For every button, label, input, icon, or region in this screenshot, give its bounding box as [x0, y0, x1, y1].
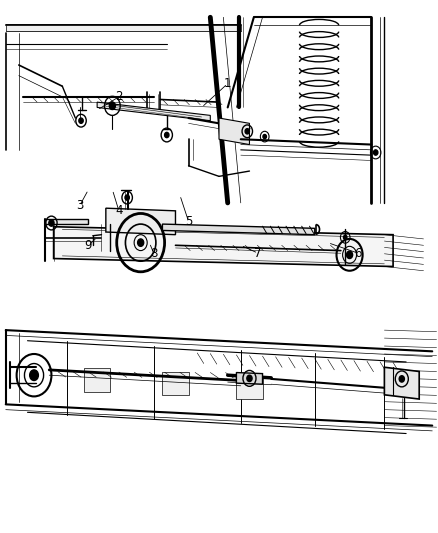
Circle shape [79, 118, 83, 123]
Polygon shape [237, 373, 262, 384]
Polygon shape [219, 118, 250, 144]
Text: 7: 7 [254, 247, 262, 260]
Text: 8: 8 [150, 247, 157, 260]
Text: 9: 9 [85, 239, 92, 252]
Polygon shape [162, 224, 315, 235]
Circle shape [399, 376, 404, 382]
Polygon shape [162, 372, 188, 395]
Polygon shape [53, 227, 393, 266]
Text: 6: 6 [354, 247, 362, 260]
Text: 3: 3 [76, 199, 83, 212]
Circle shape [374, 150, 378, 155]
Polygon shape [97, 102, 210, 120]
Circle shape [263, 134, 266, 139]
Circle shape [110, 102, 116, 110]
Circle shape [343, 235, 347, 239]
Text: 4: 4 [115, 204, 123, 217]
Text: 1: 1 [224, 77, 231, 90]
Polygon shape [237, 376, 262, 399]
Polygon shape [45, 219, 88, 224]
Text: 2: 2 [115, 90, 123, 103]
Circle shape [165, 132, 169, 138]
Circle shape [346, 251, 353, 259]
Circle shape [49, 220, 54, 226]
Circle shape [30, 370, 39, 381]
Circle shape [245, 128, 250, 134]
Circle shape [125, 195, 129, 200]
Polygon shape [385, 367, 419, 399]
Polygon shape [6, 25, 241, 30]
Text: 5: 5 [185, 215, 192, 228]
Circle shape [247, 375, 252, 382]
Polygon shape [106, 208, 176, 235]
Circle shape [138, 239, 144, 246]
Polygon shape [84, 368, 110, 392]
